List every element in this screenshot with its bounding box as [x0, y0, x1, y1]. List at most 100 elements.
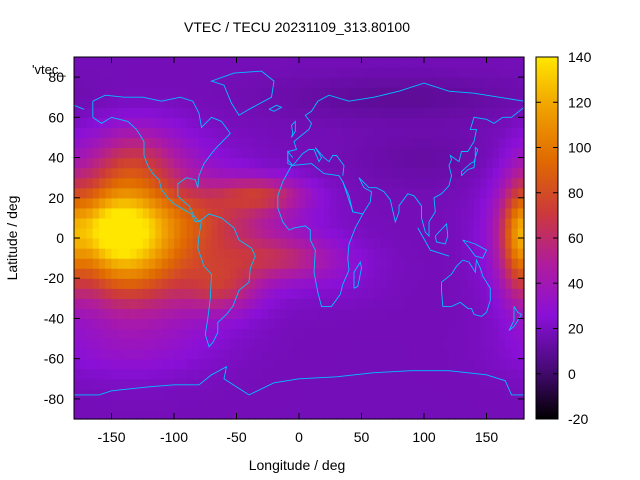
heatmap-cell — [336, 388, 344, 400]
heatmap-cell — [361, 348, 369, 360]
heatmap-cell — [305, 207, 313, 219]
heatmap-cell — [317, 197, 325, 209]
coastline — [92, 94, 231, 223]
heatmap-cell — [249, 278, 256, 289]
heatmap-cell — [236, 258, 244, 269]
heatmap-cell — [192, 368, 200, 380]
heatmap-cell — [517, 137, 525, 149]
heatmap-cell — [436, 358, 444, 370]
heatmap-cell — [492, 107, 500, 118]
heatmap-cell — [392, 338, 400, 350]
heatmap-cell — [336, 288, 344, 299]
heatmap-cell — [392, 197, 400, 209]
heatmap-cell — [517, 167, 525, 179]
heatmap-cell — [174, 328, 181, 340]
heatmap-cell — [361, 338, 369, 350]
heatmap-cell — [92, 298, 100, 309]
heatmap-cell — [86, 217, 94, 229]
heatmap-cell — [417, 348, 425, 360]
heatmap-cell — [305, 147, 313, 159]
heatmap-cell — [230, 238, 238, 249]
heatmap-cell — [192, 227, 200, 239]
heatmap-cell — [217, 107, 225, 118]
heatmap-cell — [430, 87, 438, 98]
heatmap-cell — [430, 117, 438, 128]
heatmap-cell — [174, 278, 181, 289]
heatmap-cell — [292, 328, 300, 340]
heatmap-cell — [280, 177, 288, 189]
heatmap-cell — [86, 67, 94, 78]
heatmap-cell — [430, 97, 438, 108]
heatmap-cell — [161, 167, 169, 179]
heatmap-cell — [167, 137, 175, 149]
heatmap-cell — [505, 127, 513, 139]
heatmap-cell — [436, 87, 444, 98]
heatmap-cell — [305, 137, 313, 149]
heatmap-cell — [136, 77, 144, 88]
heatmap-cell — [261, 288, 269, 299]
heatmap-cell — [374, 308, 381, 320]
heatmap-cell — [517, 207, 525, 219]
heatmap-cell — [267, 388, 275, 400]
heatmap-cell — [317, 217, 325, 229]
heatmap-cell — [105, 87, 113, 98]
coastline — [287, 147, 345, 176]
heatmap-cell — [442, 157, 450, 169]
heatmap-cell — [330, 127, 338, 139]
heatmap-cell — [80, 187, 88, 199]
heatmap-cell — [455, 358, 463, 370]
heatmap-cell — [492, 177, 500, 189]
heatmap-cell — [92, 217, 100, 229]
heatmap-cell — [186, 258, 194, 269]
heatmap-cell — [130, 97, 138, 108]
heatmap-cell — [286, 147, 294, 159]
heatmap-cell — [274, 117, 281, 128]
heatmap-cell — [236, 318, 244, 330]
heatmap-cell — [417, 147, 425, 159]
heatmap-cell — [211, 238, 219, 249]
heatmap-cell — [224, 57, 231, 68]
heatmap-cell — [342, 238, 350, 249]
heatmap-cell — [492, 227, 500, 239]
heatmap-cell — [442, 197, 450, 209]
heatmap-cell — [205, 177, 213, 189]
heatmap-cell — [286, 87, 294, 98]
heatmap-cell — [305, 368, 313, 380]
heatmap-cell — [436, 258, 444, 269]
heatmap-cell — [130, 288, 138, 299]
heatmap-cell — [274, 248, 281, 259]
heatmap-cell — [342, 318, 350, 330]
heatmap-cell — [405, 308, 413, 320]
heatmap-cell — [449, 227, 456, 239]
heatmap-cell — [405, 197, 413, 209]
heatmap-cell — [117, 147, 125, 159]
heatmap-cell — [299, 57, 306, 68]
heatmap-cell — [442, 207, 450, 219]
coastline — [287, 150, 294, 167]
heatmap-cell — [330, 177, 338, 189]
heatmap-cell — [486, 308, 494, 320]
heatmap-cell — [349, 187, 356, 199]
heatmap-cell — [336, 157, 344, 169]
heatmap-cell — [80, 67, 88, 78]
heatmap-cell — [492, 328, 500, 340]
heatmap-cell — [455, 308, 463, 320]
heatmap-cell — [330, 378, 338, 390]
heatmap-cell — [367, 248, 375, 259]
heatmap-cell — [192, 338, 200, 350]
heatmap-cell — [136, 248, 144, 259]
heatmap-cell — [136, 278, 144, 289]
heatmap-cell — [136, 328, 144, 340]
heatmap-cell — [411, 137, 419, 149]
heatmap-cell — [449, 137, 456, 149]
heatmap-cell — [161, 358, 169, 370]
heatmap-cell — [374, 227, 381, 239]
heatmap-cell — [142, 97, 150, 108]
heatmap-cell — [186, 107, 194, 118]
heatmap-cell — [161, 348, 169, 360]
heatmap-cell — [242, 227, 250, 239]
heatmap-cell — [305, 67, 313, 78]
heatmap-cell — [311, 328, 319, 340]
heatmap-cell — [399, 408, 406, 420]
heatmap-cell — [349, 57, 356, 68]
